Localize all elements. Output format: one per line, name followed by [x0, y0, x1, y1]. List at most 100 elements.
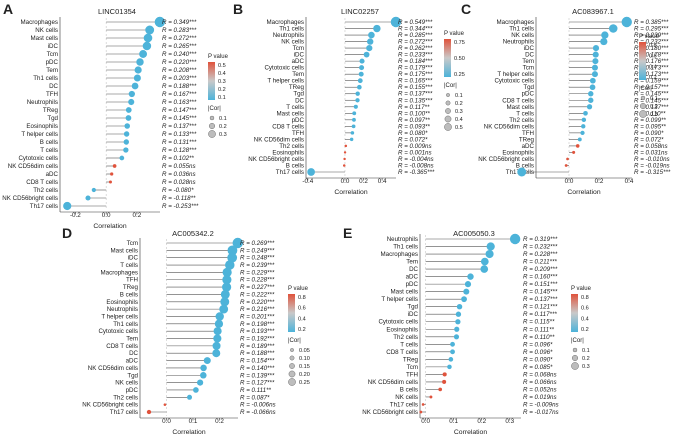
- correlation-label: R = 0.189***: [240, 343, 275, 350]
- category-label: aDC: [522, 143, 535, 150]
- category-label: Tcm: [523, 65, 534, 72]
- lollipop-point: [453, 334, 460, 340]
- lollipop-point: [200, 371, 207, 379]
- category-label: TReg: [123, 284, 139, 291]
- category-label: pDC: [522, 91, 535, 98]
- correlation-label: R = 0.117**: [398, 104, 430, 111]
- correlation-label: R = 0.127***: [240, 380, 275, 387]
- panel-letter: A: [3, 1, 13, 17]
- category-label: Neutrophils: [107, 306, 138, 313]
- correlation-label: R = 0.096*: [523, 349, 553, 356]
- category-label: Mast cells: [110, 247, 138, 254]
- size-legend-label: 0.20: [299, 372, 310, 378]
- correlation-label: R = 0.145***: [523, 289, 558, 296]
- category-label: Cytotoxic cells: [264, 65, 304, 72]
- correlation-label: R = 0.055ns: [162, 163, 196, 170]
- lollipop-point: [123, 131, 130, 137]
- category-label: T cells: [286, 104, 304, 111]
- correlation-label: R = -0.253***: [162, 203, 199, 210]
- category-label: Tcm: [47, 51, 58, 58]
- category-label: T helper cells: [381, 296, 418, 303]
- lollipop-point: [357, 78, 363, 84]
- size-legend-label: 0.3: [455, 109, 463, 115]
- category-label: Th1 cells: [113, 321, 138, 328]
- size-legend-point: [639, 110, 647, 118]
- panel-b: B LINC02257 -0.4 0.0 0.2 0.4 Correlation Macrop…: [233, 1, 465, 196]
- lollipop-point: [227, 245, 238, 256]
- category-label: aDC: [126, 358, 139, 365]
- lollipop-point: [128, 90, 135, 98]
- size-legend-point: [640, 102, 647, 109]
- category-label: Tcm: [127, 240, 138, 247]
- lollipop-point: [213, 327, 222, 336]
- category-label: NK cells: [281, 39, 304, 46]
- lollipop-point: [367, 38, 374, 45]
- lollipop-point: [232, 237, 243, 249]
- correlation-label: R = 0.227***: [240, 284, 275, 291]
- correlation-label: R = 0.159***: [634, 78, 669, 85]
- correlation-label: R = 0.147***: [162, 107, 197, 114]
- category-label: Th2 cells: [33, 187, 58, 194]
- pvalue-tick-label: 0.50: [454, 56, 465, 62]
- correlation-label: R = 0.102**: [162, 155, 194, 162]
- size-legend-label: 0.2: [650, 104, 658, 110]
- correlation-label: R = 0.066ns: [523, 379, 557, 386]
- pvalue-tick-label: 0.75: [454, 40, 465, 46]
- correlation-label: R = 0.137***: [398, 91, 433, 98]
- lollipop-point: [485, 249, 494, 259]
- correlation-label: R = 0.220***: [162, 59, 197, 66]
- category-label: Eosinophils: [386, 326, 418, 333]
- lollipop-point: [359, 65, 365, 71]
- lollipop-point: [592, 45, 600, 52]
- size-legend-point: [572, 355, 579, 362]
- lollipop-point: [145, 25, 155, 35]
- category-label: TReg: [403, 356, 419, 363]
- correlation-label: R = -0.006ns: [240, 402, 276, 409]
- pvalue-tick-label: 0.4: [218, 71, 226, 77]
- correlation-label: R = -0.008ns: [398, 162, 434, 169]
- correlation-label: R = 0.110**: [523, 334, 555, 341]
- category-label: Th1 cells: [509, 26, 534, 33]
- correlation-label: R = 0.031ns: [634, 149, 668, 156]
- correlation-label: R = 0.203***: [162, 75, 197, 82]
- correlation-label: R = 0.232***: [634, 39, 669, 46]
- correlation-label: R = -0.010ns: [634, 156, 670, 163]
- lollipop-point: [187, 394, 193, 400]
- category-label: Th17 cells: [390, 401, 418, 408]
- lollipop-point: [85, 195, 91, 201]
- lollipop-point: [581, 124, 586, 129]
- lollipop-point: [351, 124, 356, 129]
- correlation-label: R = -0.009ns: [523, 401, 559, 408]
- correlation-label: R = 0.173***: [634, 65, 669, 72]
- size-legend-point: [288, 378, 296, 386]
- category-label: T cells: [40, 147, 58, 154]
- correlation-label: R = 0.100**: [398, 110, 430, 117]
- category-label: T helper cells: [267, 78, 304, 85]
- category-label: Tcm: [407, 364, 418, 371]
- category-label: TFH: [406, 371, 418, 378]
- size-legend-title: |Cor|: [288, 338, 301, 344]
- x-tick-label: 0.2: [595, 178, 604, 185]
- lollipop-point: [123, 147, 129, 153]
- correlation-label: R = 0.145***: [634, 97, 669, 104]
- correlation-label: R = -0.080*: [162, 187, 194, 194]
- category-label: Macrophages: [21, 19, 59, 26]
- correlation-label: R = 0.157***: [634, 84, 669, 91]
- correlation-label: R = 0.095**: [634, 123, 666, 130]
- correlation-label: R = 0.180***: [634, 45, 669, 52]
- category-label: Tcm: [293, 45, 304, 52]
- size-legend-label: 0.2: [582, 356, 590, 362]
- category-label: Th17 cells: [110, 409, 138, 416]
- correlation-label: R = 0.090*: [523, 356, 553, 363]
- correlation-label: R = 0.085*: [523, 364, 553, 371]
- category-label: Cytotoxic cells: [494, 78, 534, 85]
- lollipop-point: [352, 117, 356, 122]
- category-label: iDC: [408, 311, 419, 318]
- category-label: Tem: [46, 67, 58, 74]
- size-legend-point: [444, 115, 452, 123]
- x-tick-label: -0.2: [70, 212, 81, 219]
- lollipop-point: [146, 409, 152, 415]
- category-label: B cells: [286, 162, 304, 169]
- lollipop-point: [566, 157, 569, 161]
- correlation-label: R = 0.184***: [398, 58, 433, 65]
